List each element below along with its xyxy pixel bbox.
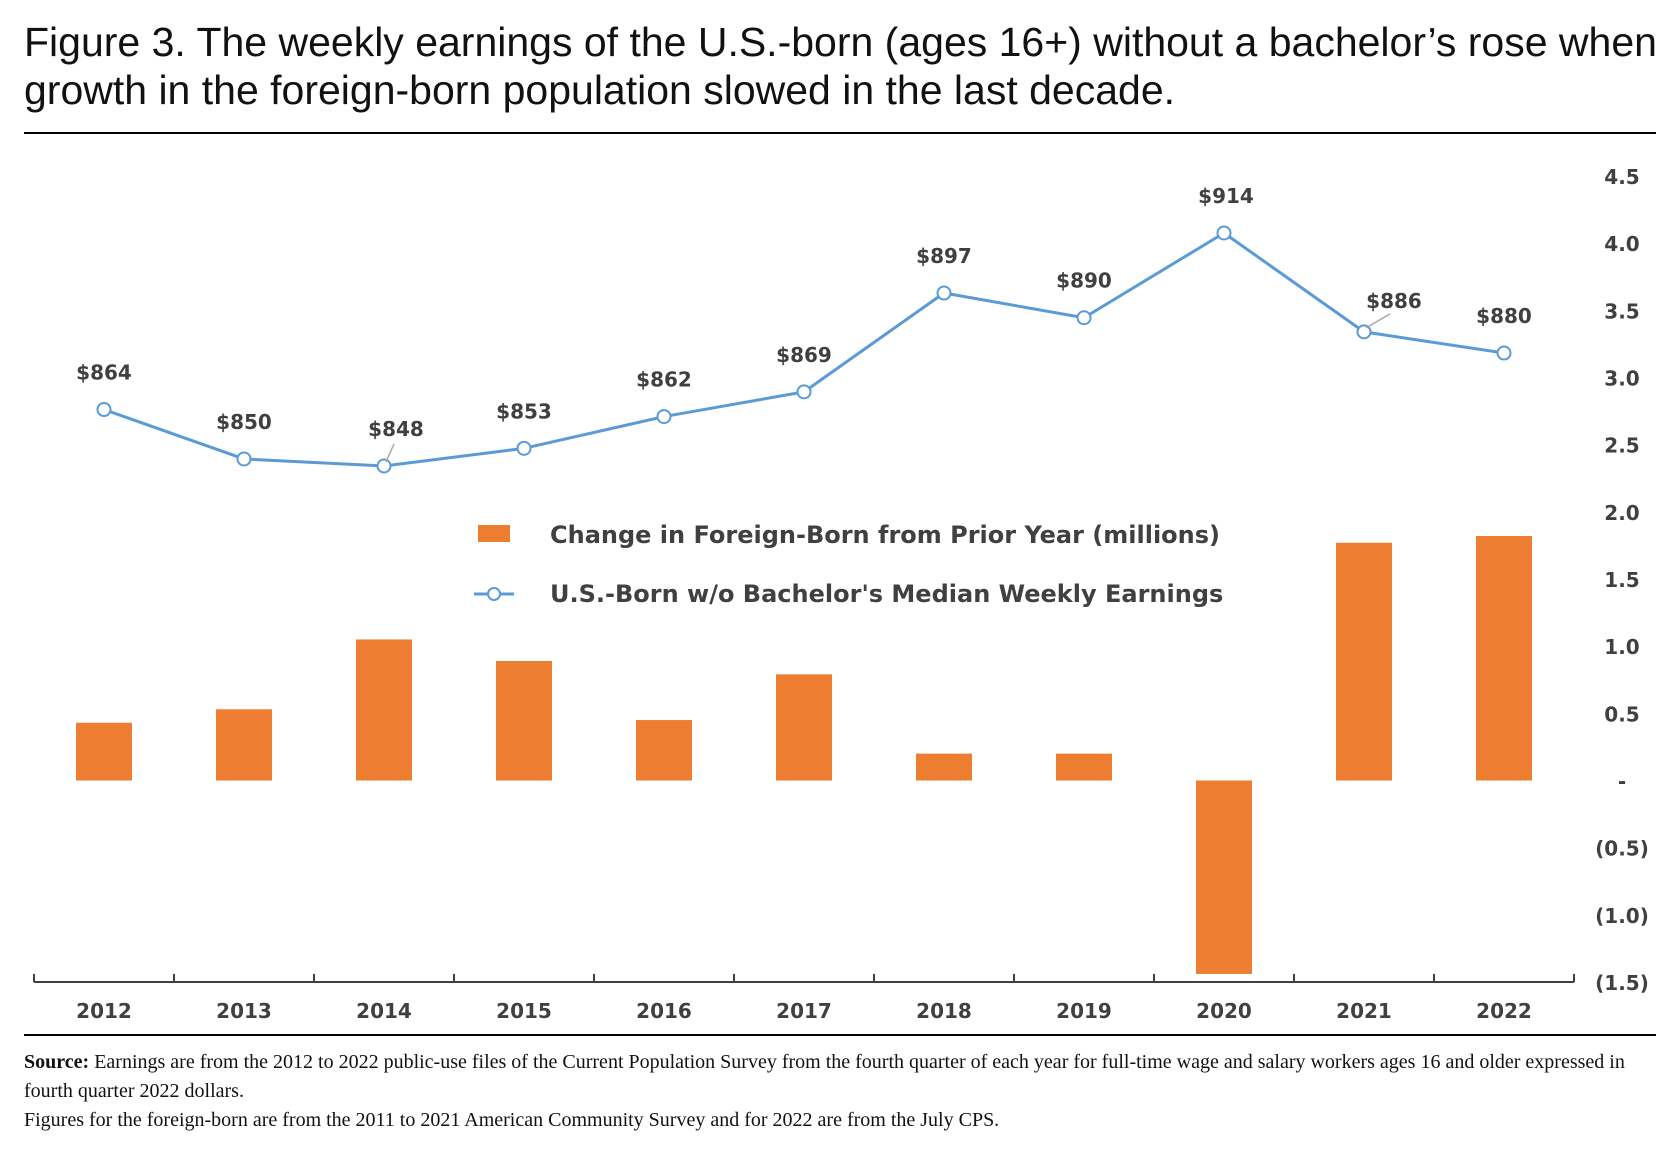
earnings-data-label: $869: [776, 343, 832, 367]
bar: [1056, 753, 1112, 781]
earnings-data-label: $862: [636, 368, 692, 392]
label-leader-line: [385, 443, 395, 463]
line-series: [96, 225, 1512, 474]
line-point: [796, 384, 812, 400]
line-point: [376, 458, 392, 474]
bar: [776, 674, 832, 781]
title-rule: [24, 132, 1656, 134]
combo-chart: 2012 2013 2014 2015 2016 2017 2018 2019 2020 2021…: [33, 165, 1649, 1023]
line-point: [1076, 310, 1092, 326]
source-rule: [24, 1034, 1656, 1036]
source-label: Source:: [24, 1051, 90, 1073]
y-tick-label: 1.0: [1604, 635, 1639, 659]
x-tick-label: 2018: [916, 999, 972, 1023]
earnings-data-label: $890: [1056, 269, 1112, 293]
y-tick-label: 4.5: [1604, 165, 1639, 189]
bar: [636, 720, 692, 781]
x-tick-label: 2022: [1476, 999, 1532, 1023]
x-tick-label: 2014: [356, 999, 412, 1023]
y-tick-label: 3.5: [1604, 299, 1639, 323]
data-labels: $864 $850 $848 $853 $862 $869 $897 $890 $914 $886…: [76, 184, 1532, 463]
y-tick-label: 3.0: [1604, 367, 1639, 391]
earnings-data-label: $848: [368, 417, 424, 441]
earnings-data-label: $880: [1476, 304, 1532, 328]
y-tick-label: 1.5: [1604, 568, 1639, 592]
axis-layer: 2012 2013 2014 2015 2016 2017 2018 2019 2020 2021…: [33, 165, 1649, 1023]
earnings-data-label: $886: [1366, 289, 1422, 313]
bar: [356, 639, 412, 781]
line-point: [936, 285, 952, 301]
y-tick-label: 2.5: [1604, 434, 1639, 458]
label-leader-line: [1365, 313, 1391, 329]
x-tick-label: 2017: [776, 999, 832, 1023]
legend-bar-swatch: [478, 525, 510, 542]
line-point: [516, 440, 532, 456]
earnings-data-label: $914: [1198, 184, 1254, 208]
figure-title: Figure 3. The weekly earnings of the U.S…: [24, 19, 1657, 113]
y-tick-label: (1.5): [1595, 971, 1649, 995]
y-tick-label: 0.5: [1604, 702, 1639, 726]
bar-series: [76, 536, 1532, 974]
earnings-data-label: $864: [76, 361, 132, 385]
y-tick-label: 2.0: [1604, 501, 1639, 525]
x-tick-label: 2016: [636, 999, 692, 1023]
line-point: [1356, 324, 1372, 340]
bar: [916, 753, 972, 781]
x-tick-label: 2019: [1056, 999, 1112, 1023]
line-point: [656, 409, 672, 425]
line-point: [96, 402, 112, 418]
bar: [1336, 542, 1392, 781]
legend-bar-label: Change in Foreign-Born from Prior Year (…: [550, 521, 1220, 549]
earnings-data-label: $897: [916, 244, 972, 268]
source-note: Source: Earnings are from the 2012 to 20…: [24, 1048, 1664, 1135]
x-tick-label: 2020: [1196, 999, 1252, 1023]
x-tick-label: 2013: [216, 999, 272, 1023]
x-tick-label: 2012: [76, 999, 132, 1023]
earnings-data-label: $850: [216, 410, 272, 434]
x-tick-label: 2021: [1336, 999, 1392, 1023]
earnings-data-label: $853: [496, 399, 552, 423]
bar: [216, 709, 272, 781]
line-point: [236, 451, 252, 467]
source-text: Earnings are from the 2012 to 2022 publi…: [24, 1051, 1625, 1102]
bar: [76, 722, 132, 781]
x-tick-label: 2015: [496, 999, 552, 1023]
legend-marker-swatch: [487, 587, 501, 601]
y-tick-label: -: [1618, 770, 1626, 794]
line-point: [1496, 345, 1512, 361]
bar: [496, 660, 552, 781]
source-extra: Figures for the foreign-born are from th…: [24, 1109, 1000, 1131]
y-tick-label: (0.5): [1595, 837, 1649, 861]
legend-line-label: U.S.-Born w/o Bachelor's Median Weekly E…: [550, 580, 1223, 608]
y-tick-label: (1.0): [1595, 904, 1649, 928]
legend: Change in Foreign-Born from Prior Year (…: [474, 521, 1223, 608]
y-tick-label: 4.0: [1604, 232, 1639, 256]
bar: [1196, 780, 1252, 974]
bar: [1476, 536, 1532, 781]
line-point: [1216, 225, 1232, 241]
